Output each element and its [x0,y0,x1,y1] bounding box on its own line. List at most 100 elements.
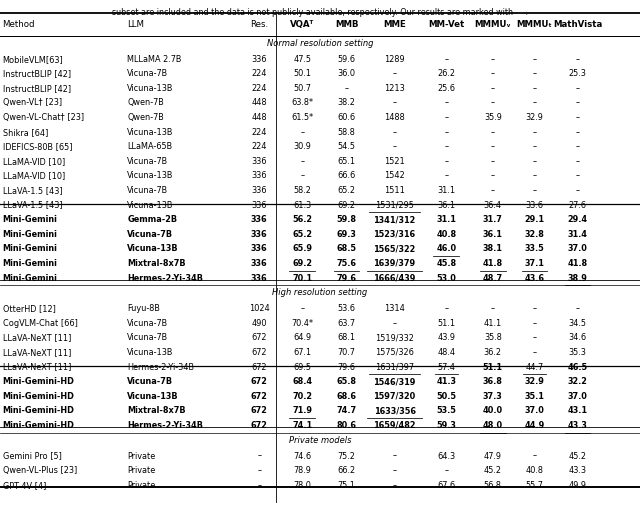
Text: –: – [344,84,349,93]
Text: Qwen-7B: Qwen-7B [127,98,164,108]
Text: –: – [300,157,305,166]
Text: 46.0: 46.0 [436,244,456,253]
Text: LLaVA-NeXT [11]: LLaVA-NeXT [11] [3,333,71,343]
Text: Mini-Gemini-HD: Mini-Gemini-HD [3,421,74,430]
Text: 35.1: 35.1 [524,392,545,401]
Text: Hermes-2-Yi-34B: Hermes-2-Yi-34B [127,362,195,372]
Text: Vicuna-7B: Vicuna-7B [127,319,168,328]
Text: 33.5: 33.5 [525,244,544,253]
Text: 1314: 1314 [384,304,405,313]
Text: 336: 336 [251,244,268,253]
Text: 29.4: 29.4 [568,215,588,224]
Text: 32.9: 32.9 [525,113,543,122]
Text: Mini-Gemini-HD: Mini-Gemini-HD [3,407,74,415]
Text: 65.2: 65.2 [337,186,356,195]
Text: 68.1: 68.1 [337,333,356,343]
Text: Mini-Gemini: Mini-Gemini [3,259,58,268]
Text: LLaVA-1.5 [43]: LLaVA-1.5 [43] [3,201,62,209]
Text: 40.8: 40.8 [525,466,543,475]
Text: 35.9: 35.9 [484,113,502,122]
Text: –: – [575,113,580,122]
Text: 448: 448 [252,113,267,122]
Text: 43.3: 43.3 [568,466,587,475]
Text: 36.2: 36.2 [484,348,502,357]
Text: 336: 336 [252,157,267,166]
Text: –: – [532,186,536,195]
Text: 61.5*: 61.5* [291,113,314,122]
Text: 43.1: 43.1 [568,407,588,415]
Text: –: – [532,348,536,357]
Text: –: – [532,84,536,93]
Text: 50.5: 50.5 [436,392,456,401]
Text: 1531/295: 1531/295 [375,201,414,209]
Text: –: – [300,172,305,180]
Text: –: – [532,55,536,63]
Text: 80.6: 80.6 [337,421,356,430]
Text: 45.8: 45.8 [436,259,456,268]
Text: –: – [575,186,580,195]
Text: –: – [392,319,397,328]
Text: 79.6: 79.6 [337,362,356,372]
Text: 1488: 1488 [384,113,405,122]
Text: Gemini Pro [5]: Gemini Pro [5] [3,452,61,461]
Text: Qwen-VL-Chat† [23]: Qwen-VL-Chat† [23] [3,113,84,122]
Text: Vicuna-7B: Vicuna-7B [127,377,173,386]
Text: IDEFICS-80B [65]: IDEFICS-80B [65] [3,142,72,151]
Text: 672: 672 [251,421,268,430]
Text: –: – [491,172,495,180]
Text: 63.7: 63.7 [337,319,356,328]
Text: 25.6: 25.6 [437,84,456,93]
Text: 46.5: 46.5 [568,362,588,372]
Text: 37.3: 37.3 [483,392,502,401]
Text: InstructBLIP [42]: InstructBLIP [42] [3,84,70,93]
Text: 25.3: 25.3 [569,69,586,78]
Text: LLaMA-VID [10]: LLaMA-VID [10] [3,172,65,180]
Text: 224: 224 [252,142,267,151]
Text: 65.2: 65.2 [292,230,312,239]
Text: 43.9: 43.9 [437,333,456,343]
Text: –: – [575,55,580,63]
Text: 1519/332: 1519/332 [375,333,414,343]
Text: Vicuna-13B: Vicuna-13B [127,348,173,357]
Text: MathVista: MathVista [553,20,602,29]
Text: 75.1: 75.1 [337,481,356,490]
Text: 50.1: 50.1 [293,69,312,78]
Text: Gemma-2B: Gemma-2B [127,215,177,224]
Text: 65.9: 65.9 [292,244,312,253]
Text: 67.6: 67.6 [437,481,456,490]
Text: 672: 672 [252,348,267,357]
Text: 32.8: 32.8 [524,230,545,239]
Text: 51.1: 51.1 [483,362,503,372]
Text: 37.0: 37.0 [568,244,588,253]
Text: 31.1: 31.1 [437,186,456,195]
Text: 64.3: 64.3 [437,452,456,461]
Text: 50.7: 50.7 [294,84,311,93]
Text: 43.6: 43.6 [524,273,545,283]
Text: LLaMA-65B: LLaMA-65B [127,142,173,151]
Text: 1639/379: 1639/379 [374,259,415,268]
Text: –: – [575,157,580,166]
Text: 1546/319: 1546/319 [373,377,416,386]
Text: 64.9: 64.9 [293,333,312,343]
Text: 1289: 1289 [384,55,405,63]
Text: Mini-Gemini-HD: Mini-Gemini-HD [3,377,74,386]
Text: 32.2: 32.2 [568,377,588,386]
Text: 1659/482: 1659/482 [373,421,416,430]
Text: –: – [392,481,397,490]
Text: 36.4: 36.4 [484,201,502,209]
Text: 49.9: 49.9 [568,481,587,490]
Text: 59.6: 59.6 [337,55,356,63]
Text: 336: 336 [251,215,268,224]
Text: –: – [532,452,536,461]
Text: 672: 672 [251,392,268,401]
Text: –: – [491,84,495,93]
Text: 1341/312: 1341/312 [373,215,416,224]
Text: 65.1: 65.1 [337,157,356,166]
Text: 78.0: 78.0 [294,481,311,490]
Text: MLLaMA 2.7B: MLLaMA 2.7B [127,55,182,63]
Text: –: – [392,466,397,475]
Text: LLaVA-NeXT [11]: LLaVA-NeXT [11] [3,362,71,372]
Text: 35.3: 35.3 [569,348,586,357]
Text: 66.2: 66.2 [337,466,356,475]
Text: Normal resolution setting: Normal resolution setting [267,38,373,48]
